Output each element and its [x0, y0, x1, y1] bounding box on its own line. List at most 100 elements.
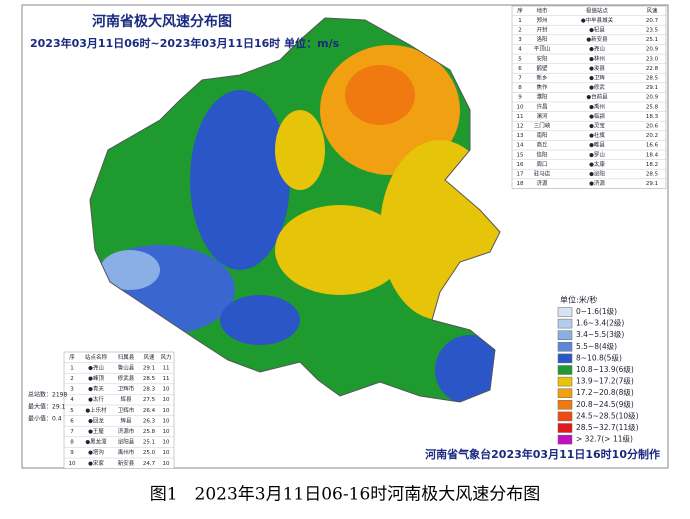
table-cell: 10	[163, 461, 170, 467]
legend-label: 8~10.8(5级)	[576, 352, 622, 362]
table-cell: 14	[517, 143, 524, 149]
table-cell: 新乡	[536, 74, 547, 82]
legend-swatch	[557, 307, 573, 317]
table-cell: ●台前县	[586, 93, 608, 101]
table-cell: 18.3	[646, 114, 659, 120]
table-cell: 平顶山	[534, 45, 551, 53]
table-cell: 9	[518, 95, 522, 101]
table-cell: 辉县	[120, 416, 132, 424]
table-cell: 风速	[646, 7, 658, 14]
footer: 河南省气象台2023年03月11日16时10分制作	[425, 447, 660, 461]
table-cell: 25.0	[143, 450, 156, 456]
table-cell: ●尧山	[88, 363, 104, 371]
table-cell: 16.6	[646, 143, 659, 149]
table-cell: 禹州市	[118, 448, 135, 456]
table-cell: 序	[69, 353, 75, 361]
table-cell: 濮阳	[536, 93, 547, 101]
table-cell: 13	[517, 133, 524, 139]
table-cell: 2	[70, 376, 74, 382]
table-cell: 济源市	[118, 427, 135, 435]
table-cell: 1	[518, 18, 522, 24]
table-cell: 风速	[143, 354, 155, 361]
table-cell: 26.3	[143, 418, 156, 424]
table-bg	[511, 5, 667, 189]
table-cell: 20.9	[646, 47, 659, 53]
legend-swatch	[557, 330, 573, 340]
stat: 最小值：0.4	[28, 415, 62, 423]
table-cell: 辉县	[120, 395, 132, 403]
table-cell: 24.7	[143, 461, 156, 467]
table-cell: ●上乐村	[85, 406, 107, 414]
table-cell: ●杞县	[589, 26, 605, 34]
table-cell: 7	[70, 429, 74, 435]
table-cell: 周口	[536, 161, 547, 168]
legend-label: 28.5~32.7(11级)	[576, 422, 639, 432]
table-cell: 极值站点	[586, 6, 609, 14]
table-cell: 郑州	[536, 16, 547, 24]
table-cell: ●浚县	[589, 64, 605, 72]
table-cell: 25.8	[646, 104, 659, 110]
legend-swatch	[557, 365, 573, 375]
table-cell: ●回龙	[88, 416, 104, 424]
table-cell: ●社旗	[589, 131, 605, 139]
table-cell: 10	[163, 440, 170, 446]
table-cell: 新安县	[118, 459, 135, 467]
table-cell: ●卫辉	[589, 74, 605, 82]
map-subtitle: 2023年03月11日06时~2023年03月11日16时 单位：m/s	[30, 36, 340, 50]
table-cell: 20.2	[646, 133, 658, 139]
table-cell: 6	[70, 418, 74, 424]
table-cell: 29.1	[646, 181, 658, 187]
table-cell: ●罗山	[589, 150, 605, 158]
table-cell: ●修武	[589, 83, 605, 91]
table-cell: 17	[517, 172, 524, 178]
table-cell: 漯河	[536, 112, 548, 120]
table-cell: 26.4	[143, 408, 156, 414]
table-cell: 地市	[536, 6, 548, 14]
stat: 最大值：29.1	[28, 403, 66, 411]
table-cell: 10	[163, 397, 170, 403]
table-cell: ●济源	[589, 179, 605, 187]
table-cell: ●青天	[88, 385, 104, 393]
table-cell: 洛阳	[536, 35, 547, 43]
table-cell: 23.0	[646, 56, 659, 62]
legend-swatch	[557, 318, 573, 329]
legend-swatch	[557, 353, 573, 364]
table-cell: 8	[518, 85, 522, 91]
table-cell: ●林州	[589, 54, 605, 62]
legend-label: 24.5~28.5(10级)	[576, 410, 639, 420]
legend-label: 17.2~20.8(8级)	[576, 387, 634, 397]
table-cell: 15	[517, 152, 524, 158]
table-cell: 25.1	[143, 440, 155, 446]
legend-label: 0~1.6(1级)	[576, 306, 617, 316]
table-cell: 许昌	[536, 102, 547, 110]
table-cell: 三门峡	[534, 122, 551, 130]
table-cell: 20.7	[646, 18, 659, 24]
table-cell: 5	[518, 56, 522, 62]
map-title: 河南省极大风速分布图	[92, 13, 232, 30]
table-cell: 10	[163, 418, 170, 424]
legend-label: 13.9~17.2(7级)	[576, 376, 634, 386]
table-cell: 11	[163, 376, 170, 382]
table-cell: ●塔沟	[88, 448, 104, 456]
table-cell: 11	[517, 114, 524, 120]
table-cell: 归属县	[118, 353, 135, 361]
table-cell: 信阳	[536, 150, 547, 158]
table-cell: 22.8	[646, 66, 659, 72]
table-cell: 5	[70, 408, 74, 414]
legend-label: 3.4~5.5(3级)	[576, 329, 624, 339]
table-cell: 1	[70, 365, 74, 371]
table-cell: 10	[163, 408, 170, 414]
table-cell: ●太行	[88, 395, 104, 403]
stat: 总站数：2198	[28, 391, 67, 399]
table-cell: ●太康	[589, 160, 605, 168]
table-cell: 2	[518, 28, 522, 34]
table-cell: 修武县	[118, 374, 135, 382]
table-cell: 站点名称	[85, 353, 108, 361]
table-cell: 10	[69, 461, 76, 467]
table-bg	[63, 351, 175, 469]
legend-swatch	[557, 342, 573, 352]
table-cell: 8	[70, 440, 74, 446]
table-cell: 焦作	[536, 83, 548, 91]
table-cell: ●灵宝	[589, 122, 605, 130]
caption: 图1 2023年3月11日06-16时河南极大风速分布图	[150, 485, 541, 505]
